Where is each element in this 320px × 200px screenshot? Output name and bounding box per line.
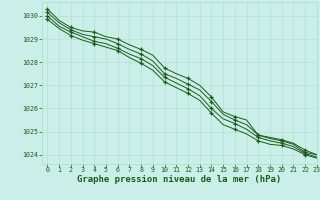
- X-axis label: Graphe pression niveau de la mer (hPa): Graphe pression niveau de la mer (hPa): [77, 175, 281, 184]
